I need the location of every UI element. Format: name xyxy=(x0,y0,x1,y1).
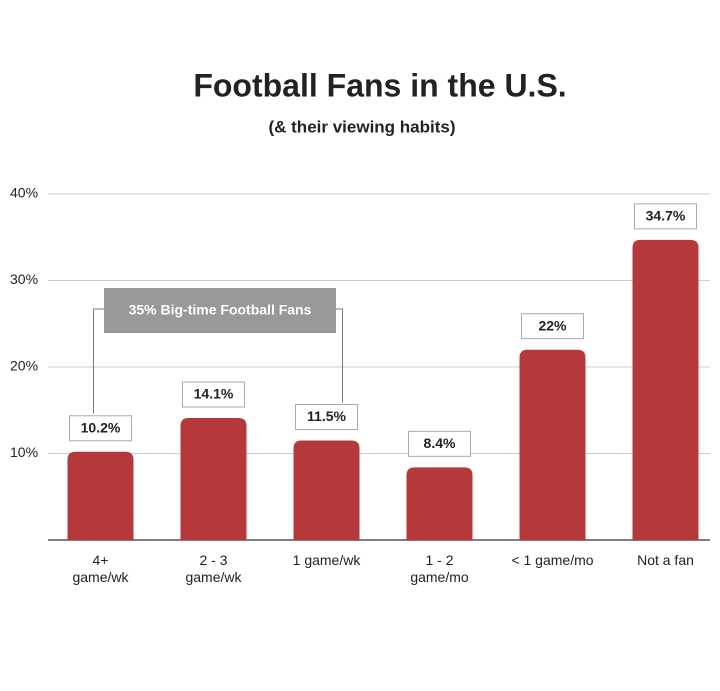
bar xyxy=(180,418,247,540)
y-tick-label: 10% xyxy=(10,444,38,460)
x-tick-label: < 1 game/mo xyxy=(511,552,594,568)
annotation-box xyxy=(104,288,336,333)
x-tick-label: 1 - 2 game/mo xyxy=(410,552,469,585)
bar xyxy=(293,440,360,540)
x-tick-label: 2 - 3 game/wk xyxy=(185,552,242,585)
bar xyxy=(67,451,134,540)
x-tick-label: 1 game/wk xyxy=(292,552,361,568)
x-tick-label: 4+ game/wk xyxy=(72,552,129,585)
y-tick-label: 30% xyxy=(10,271,38,287)
value-label-box xyxy=(408,430,471,457)
chart-title: Football Fans in the U.S. xyxy=(193,67,566,103)
value-label: 11.5% xyxy=(307,408,346,424)
value-label-box xyxy=(634,203,697,230)
bar xyxy=(519,349,586,540)
chart-subtitle: (& their viewing habits) xyxy=(268,117,455,136)
annotation: 35% Big-time Football Fans xyxy=(129,302,312,318)
value-label-box xyxy=(295,404,358,431)
x-tick-label: Not a fan xyxy=(637,552,694,568)
y-tick-label: 40% xyxy=(10,185,38,201)
bar xyxy=(632,239,699,540)
y-tick-label: 20% xyxy=(10,358,38,374)
value-label-box xyxy=(182,381,245,408)
value-label: 22% xyxy=(538,317,567,333)
value-label: 14.1% xyxy=(194,386,234,402)
value-label: 34.7% xyxy=(646,208,686,224)
bar xyxy=(406,467,473,540)
value-label-box xyxy=(521,313,584,340)
value-label: 10.2% xyxy=(81,419,121,435)
value-label-box xyxy=(69,415,132,442)
value-label: 8.4% xyxy=(424,435,456,451)
